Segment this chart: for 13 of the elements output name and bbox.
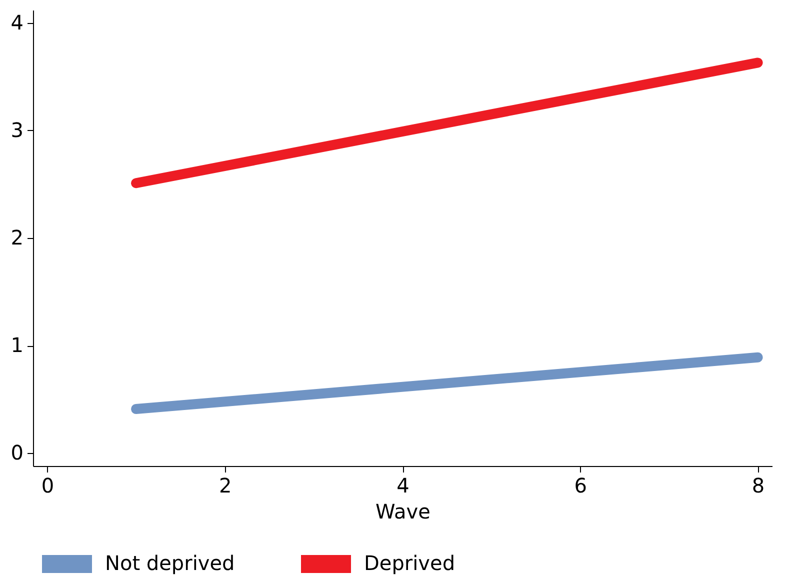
x-tick-label: 2: [218, 474, 232, 498]
y-tick-label: 3: [10, 118, 24, 142]
y-tick-label: 2: [10, 226, 24, 250]
x-tick-label: 4: [396, 474, 410, 498]
x-tick-label: 8: [752, 474, 765, 498]
y-tick-label: 0: [10, 440, 24, 465]
x-tick-label: 0: [41, 474, 54, 498]
y-tick-label: 4: [10, 10, 24, 34]
legend-label: Not deprived: [105, 551, 235, 575]
legend-label: Deprived: [364, 551, 456, 575]
y-tick-label: 1: [10, 333, 24, 358]
x-tick-label: 6: [574, 474, 588, 498]
x-axis-title: Wave: [376, 500, 430, 524]
